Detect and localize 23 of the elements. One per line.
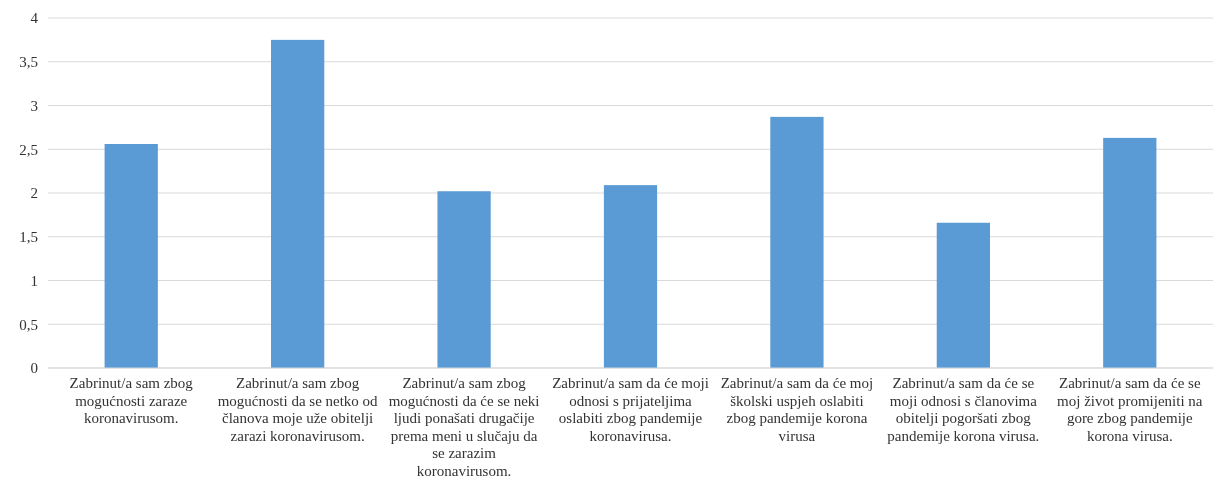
- bar: [271, 39, 325, 368]
- y-tick-label: 4: [30, 10, 39, 27]
- y-tick-label: 1: [30, 272, 38, 289]
- y-tick-label: 1,5: [19, 229, 38, 245]
- bar: [770, 116, 824, 368]
- bar: [1103, 137, 1157, 368]
- x-tick-label: Zabrinut/a sam da će se moji odnosi s članovima obitelji pogoršati zbog pandemije korona virusa.: [887, 375, 1040, 444]
- x-tick-label: Zabrinut/a sam zbog mogućnosti da će se neki ljudi ponašati drugačije prema meni u slučaju da se zarazim koronavirusom.: [388, 375, 540, 479]
- x-tick-label: Zabrinut/a sam da će se moj život promijeniti na gore zbog pandemije korona virusa.: [1057, 375, 1203, 444]
- x-tick-label: Zabrinut/a sam da će moji odnosi s prijateljima oslabiti zbog pandemije koronavirusa.: [552, 375, 709, 444]
- y-tick-label: 0: [30, 360, 38, 377]
- x-tick-label: Zabrinut/a sam da će moj školski uspjeh oslabiti zbog pandemije korona virusa: [720, 375, 874, 444]
- y-tick-label: 2,5: [19, 141, 38, 158]
- x-tick-label: Zabrinut/a sam zbog mogućnosti da se netko od članova moje uže obitelji zarazi koronavirusom.: [217, 375, 379, 444]
- bar: [104, 144, 158, 368]
- x-tick-label: Zabrinut/a sam zbog mogućnosti zaraze koronavirusom.: [69, 375, 194, 426]
- y-tick-label: 3: [30, 97, 38, 114]
- y-tick-label: 3,5: [19, 54, 38, 70]
- bar: [437, 191, 491, 368]
- y-tick-label: 0,5: [19, 316, 38, 333]
- y-tick-label: 2: [30, 185, 38, 202]
- bar: [603, 185, 658, 368]
- bar: [936, 222, 990, 368]
